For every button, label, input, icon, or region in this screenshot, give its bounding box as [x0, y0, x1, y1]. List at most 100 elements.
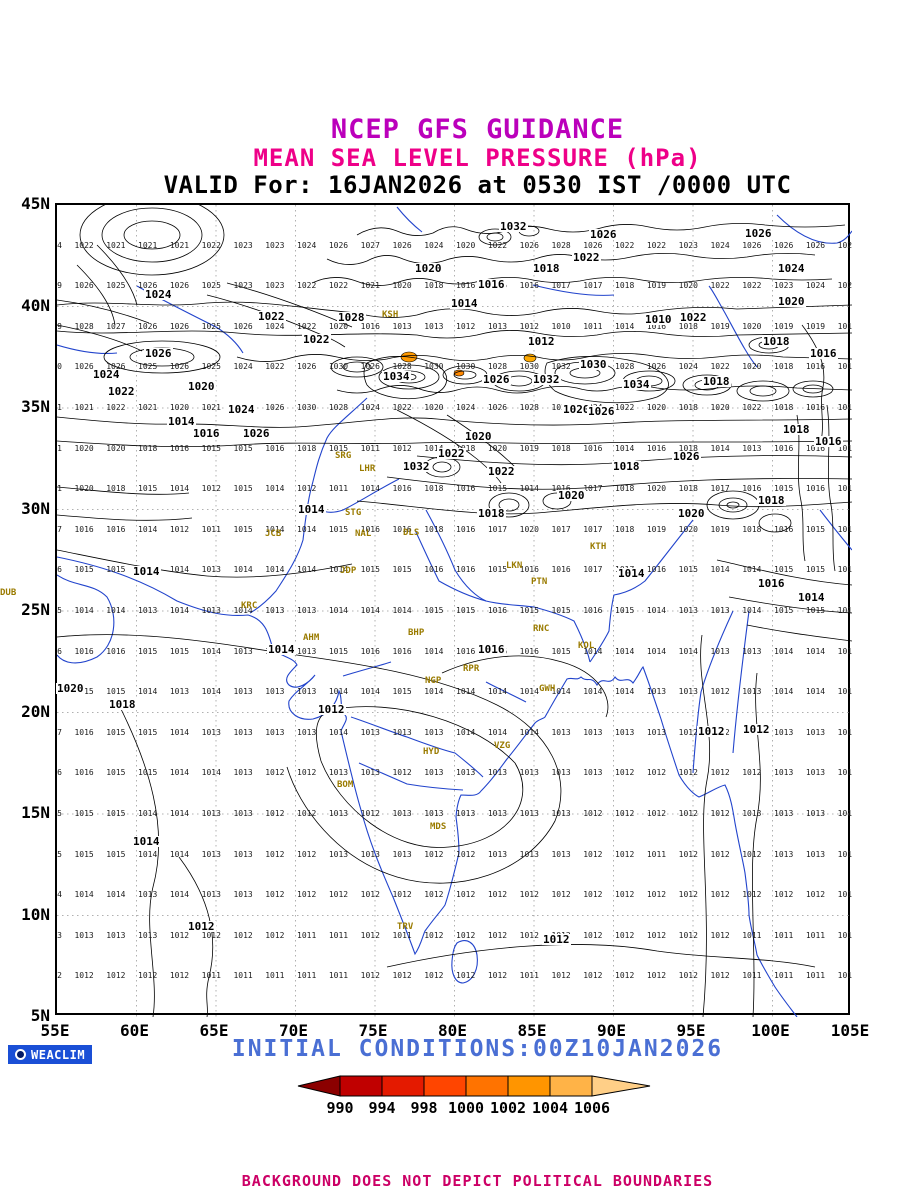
- grid-point-value: 1012: [360, 930, 380, 940]
- grid-point-value: 1016: [57, 768, 62, 778]
- basemap-coast-rivers: [57, 206, 852, 1017]
- y-axis-tick: 10N: [21, 904, 50, 924]
- grid-point-value: 1014: [551, 687, 571, 697]
- disclaimer-text: BACKGROUND DOES NOT DEPICT POLITICAL BOU…: [241, 1172, 714, 1190]
- grid-point-value: 1026: [265, 403, 285, 412]
- grid-point-value: 1011: [583, 321, 603, 331]
- grid-point-value: 1012: [392, 890, 412, 900]
- contour-label: 1022: [437, 447, 466, 460]
- grid-point-value: 1011: [774, 930, 794, 940]
- grid-point-value: 1012: [710, 687, 730, 697]
- grid-point-value: 1022: [487, 240, 508, 250]
- contour-label: 1014: [797, 591, 826, 604]
- x-axis-tick: 105E: [830, 1021, 870, 1040]
- grid-point-value: 1015: [201, 443, 221, 453]
- contour-label: 1022: [107, 385, 136, 398]
- grid-point-value: 1013: [297, 606, 317, 615]
- grid-point-value: 1022: [742, 403, 762, 412]
- contour-label: 1012: [542, 933, 571, 946]
- grid-point-value: 1013: [646, 687, 667, 697]
- grid-point-value: 1012: [487, 930, 508, 940]
- grid-point-value: 1012: [169, 971, 190, 981]
- y-axis-tick: 30N: [21, 498, 50, 518]
- grid-point-value: 1020: [487, 443, 508, 453]
- station-label: STG: [345, 508, 362, 518]
- map-frame: 1034102210211021102110221023102310241026…: [0, 203, 852, 1017]
- grid-point-value: 1013: [297, 646, 317, 656]
- grid-point-value: 1015: [138, 768, 158, 778]
- grid-point-value: 1016: [106, 524, 126, 534]
- x-axis-tick: 80E: [438, 1021, 467, 1040]
- grid-point-value: 1015: [774, 606, 794, 615]
- grid-point-value: 1014: [487, 687, 508, 697]
- grid-point-value: 1022: [646, 240, 667, 250]
- contour-label: 1014: [132, 565, 161, 578]
- grid-point-value: 1020: [456, 240, 476, 250]
- grid-point-value: 1014: [138, 849, 158, 859]
- x-axis-tick: 55E: [40, 1021, 70, 1040]
- station-label: DLS: [403, 528, 420, 538]
- grid-point-value: 1013: [837, 849, 852, 859]
- grid-point-value: 1020: [742, 321, 762, 331]
- grid-point-value: 1014: [169, 890, 190, 900]
- grid-point-value: 1011: [297, 930, 317, 940]
- x-axis-tick: 75E: [358, 1021, 388, 1040]
- grid-point-value: 1014: [57, 890, 62, 900]
- grid-point-value: 1013: [201, 849, 221, 859]
- grid-point-value: 1015: [233, 484, 253, 494]
- grid-point-value: 1012: [297, 484, 317, 494]
- grid-point-value: 1013: [392, 809, 412, 818]
- grid-point-value: 1014: [106, 890, 126, 900]
- contour-labels-layer: 1032 1026 1026 1022 1024 1020 1018 1016 1024 1014…: [57, 205, 852, 1017]
- grid-point-value: 1014: [456, 687, 476, 697]
- grid-point-value: 1016: [265, 443, 285, 453]
- grid-point-value: 1014: [615, 687, 635, 697]
- grid-point-value: 1024: [710, 240, 730, 250]
- grid-point-value: 1013: [138, 890, 158, 900]
- y-axis-tick: 15N: [21, 803, 50, 822]
- grid-point-value: 1022: [106, 403, 126, 412]
- grid-point-value: 1012: [678, 727, 698, 737]
- colorbar-tick: 998: [410, 1099, 438, 1117]
- grid-point-value: 1027: [106, 321, 126, 331]
- grid-point-value: 1022: [74, 240, 94, 250]
- grid-point-value: 1012: [615, 849, 635, 859]
- grid-point-value: 1012: [615, 768, 635, 778]
- grid-point-value: 1013: [519, 768, 539, 778]
- grid-point-value: 1016: [74, 768, 94, 778]
- grid-point-value: 1028: [328, 403, 349, 412]
- grid-point-value: 1014: [742, 565, 762, 575]
- grid-point-value: 1014: [392, 606, 412, 615]
- grid-point-value: 1014: [615, 321, 635, 331]
- grid-point-value: 1016: [837, 403, 852, 412]
- contour-label: 1010: [644, 313, 673, 326]
- grid-point-value: 1016: [519, 281, 539, 291]
- grid-point-value: 1024: [360, 403, 380, 412]
- grid-point-value: 1016: [74, 524, 94, 534]
- grid-point-value: 1022: [392, 403, 412, 412]
- contour-label: 1016: [809, 347, 838, 360]
- grid-point-value: 1025: [201, 281, 221, 291]
- grid-point-value: 1020: [169, 403, 190, 412]
- grid-point-value: 1012: [360, 971, 380, 981]
- grid-point-value: 1012: [678, 971, 698, 981]
- grid-point-value: 1014: [169, 849, 190, 859]
- grid-point-value: 1018: [678, 321, 698, 331]
- grid-point-value: 1013: [710, 646, 730, 656]
- grid-point-value: 1014: [265, 565, 285, 575]
- grid-point-value: 1021: [138, 403, 158, 412]
- grid-point-value: 1012: [265, 809, 285, 818]
- grid-point-value: 1012: [805, 890, 826, 900]
- contour-label: 1024: [92, 368, 121, 381]
- station-label: RPR: [463, 664, 480, 674]
- contour-label-edge: 1020: [56, 682, 85, 695]
- grid-point-value: 1014: [774, 687, 794, 697]
- grid-point-value: 1013: [360, 849, 380, 859]
- grid-point-value: 1013: [742, 443, 762, 453]
- grid-point-value: 1013: [201, 890, 221, 900]
- grid-point-value: 1017: [57, 524, 62, 534]
- grid-point-value: 1026: [837, 240, 852, 250]
- grid-point-value: 1012: [138, 971, 158, 981]
- grid-point-value: 1021: [169, 240, 190, 250]
- grid-point-value: 1026: [169, 362, 190, 372]
